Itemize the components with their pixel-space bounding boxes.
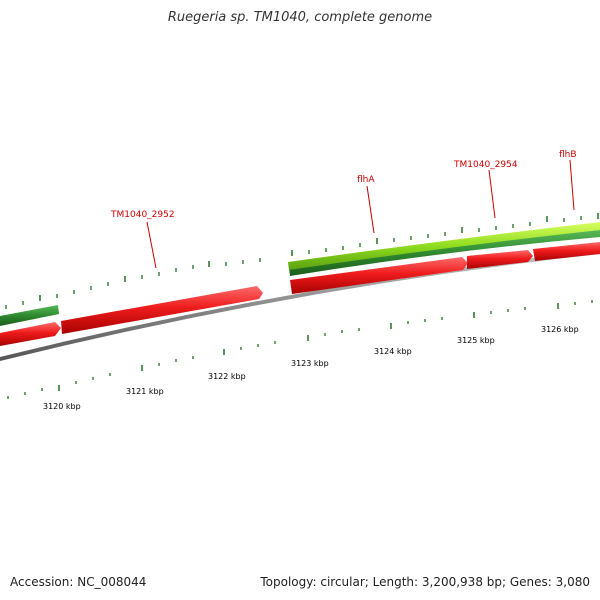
gene-reverse-strand[interactable]	[0, 305, 59, 326]
gene-label: TM1040_2954	[453, 160, 518, 170]
scale-label: 3125 kbp	[457, 336, 495, 345]
upper-tick-track	[5, 213, 599, 309]
scale-tick-track	[7, 300, 593, 399]
gene-reverse-strand[interactable]	[289, 230, 600, 276]
gene-label-leader	[569, 159, 575, 211]
gene-forward-strand[interactable]	[290, 257, 468, 294]
gene-forward-strand[interactable]	[61, 286, 263, 334]
map-title: Ruegeria sp. TM1040, complete genome	[167, 10, 433, 25]
scale-label: 3121 kbp	[126, 387, 164, 396]
scale-label: 3122 kbp	[208, 372, 246, 381]
gene-label-leader	[488, 169, 496, 219]
gene-label-leader	[366, 185, 375, 234]
genome-summary-text: Topology: circular; Length: 3,200,938 bp…	[260, 575, 590, 589]
scale-label: 3120 kbp	[43, 402, 81, 411]
scale-label: 3124 kbp	[374, 347, 412, 356]
gene-forward-strand[interactable]	[467, 250, 533, 269]
gene-forward-strand[interactable]	[0, 322, 61, 346]
gene-forward-strand[interactable]	[533, 242, 600, 261]
scale-label: 3126 kbp	[541, 325, 579, 334]
gene-label-leader	[146, 221, 157, 269]
gene-label: flhB	[559, 150, 577, 160]
accession-text: Accession: NC_008044	[10, 575, 147, 589]
gene-label: TM1040_2952	[110, 210, 175, 220]
gene-label: flhA	[357, 175, 375, 185]
gene-highlighted[interactable]	[288, 222, 600, 270]
scale-label: 3123 kbp	[291, 359, 329, 368]
